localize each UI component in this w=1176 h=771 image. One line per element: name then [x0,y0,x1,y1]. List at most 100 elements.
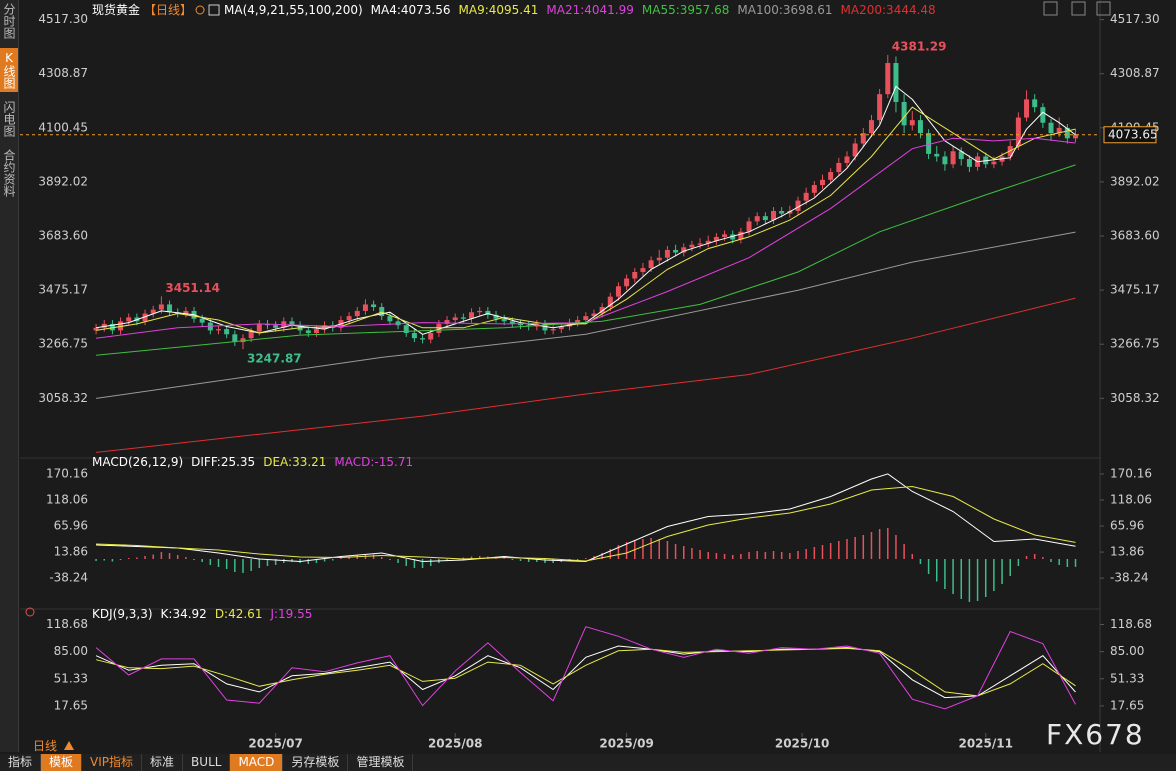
toolbar-tab[interactable]: VIP指标 [82,754,143,771]
candle-body [273,325,279,328]
candle-body [477,310,483,313]
period-selector[interactable]: 日线 [33,739,58,753]
toolbar-tab[interactable]: 另存模板 [283,754,349,771]
y-tick-label: 3266.75 [38,337,88,351]
legend-entry: DEA:33.21 [263,455,326,469]
legend-entry: 【日线】 [144,3,192,17]
candle-body [722,234,728,237]
y-tick-label: 51.33 [54,671,88,685]
y-tick-label: 3892.02 [1110,174,1160,188]
legend-entry: KDJ(9,3,3) [92,607,153,621]
indicator-line [95,647,1076,697]
candle-body [109,323,115,331]
candle-body [452,317,458,321]
y-tick-label: 118.68 [46,617,88,631]
y-tick-label: 118.06 [1110,492,1152,506]
toolbar-tab[interactable]: 指标 [0,754,42,771]
candle-body [428,332,434,340]
candle-body [158,304,164,310]
indicator-line [96,297,1076,453]
candle-body [232,334,238,343]
y-tick-label: 85.00 [54,644,88,658]
y-tick-label: -38.24 [49,571,88,585]
window-icon[interactable] [1096,1,1111,16]
candle-body [934,153,940,157]
toolbar-tab[interactable]: MACD [230,754,284,771]
y-tick-label: 13.86 [54,545,88,559]
toolbar-tab[interactable]: 标准 [142,754,184,771]
legend-entry: MA(4,9,21,55,100,200) [224,3,363,17]
candle-body [607,296,613,308]
side-tab[interactable]: 闪电图 [2,101,16,137]
candle-body [877,94,883,121]
toolbar-tab[interactable]: BULL [183,754,231,771]
candle-body [542,323,548,331]
legend-entry: MA55:3957.68 [642,3,730,17]
candle-body [224,329,230,335]
candle-body [305,330,311,333]
candle-body [183,310,189,314]
panel-header: KDJ(9,3,3) K:34.92 D:42.61 J:19.55 [92,607,312,621]
legend-entry: MA21:4041.99 [546,3,634,17]
candle-body [942,156,948,165]
y-tick-label: 3475.17 [1110,283,1160,297]
side-tab[interactable]: K线图 [0,48,18,92]
candle-body [640,268,646,272]
indicator-line [95,626,1076,710]
candle-body [1064,127,1070,139]
candle-body [346,316,352,321]
candle-body [101,323,107,328]
candle-body [493,314,499,319]
price-annotation: 3451.14 [165,281,220,295]
y-tick-label: 4308.87 [38,66,88,80]
side-tab[interactable]: 合约资料 [2,149,16,197]
candle-body [860,133,866,144]
candle-body [624,278,630,287]
legend-entry: J:19.55 [269,607,312,621]
candle-body [852,143,858,157]
candle-body [387,316,393,322]
candle-body [746,221,752,232]
candle-body [615,286,621,297]
candle-body [379,307,385,317]
toolbar-tab[interactable]: 管理模板 [348,754,414,771]
sidebar: 分时图 K线图 闪电图 合约资料 [0,0,19,752]
add-icon[interactable] [195,5,205,15]
period-arrow[interactable] [64,741,74,750]
indicator-line [96,231,1076,399]
candle-body [444,320,450,324]
candle-body [803,192,809,201]
candle-body [150,309,156,314]
x-tick-label: 2025/11 [958,737,1012,751]
indicator-line [96,106,1076,334]
candle-body [762,216,768,221]
window-icon[interactable] [1071,1,1086,16]
candle-body [1040,107,1046,123]
y-tick-label: 3058.32 [38,391,88,405]
y-tick-label: 3266.75 [1110,337,1160,351]
candle-body [313,329,319,333]
candle-body [240,338,246,343]
y-tick-label: 65.96 [54,519,88,533]
side-tab[interactable]: 分时图 [2,3,16,39]
y-tick-label: 17.65 [1110,698,1144,712]
candle-body [689,244,695,248]
legend-entry: D:42.61 [215,607,263,621]
legend-entry: 现货黄金 [92,2,140,17]
candle-body [420,338,426,340]
candle-body [248,331,254,339]
y-tick-label: 170.16 [46,466,88,480]
candle-body [1048,122,1054,134]
y-tick-label: 4517.30 [1110,12,1160,26]
indicator-icon[interactable] [25,607,35,617]
candle-body [371,304,377,308]
legend-entry: DIFF:25.35 [191,455,255,469]
window-icon[interactable] [1043,1,1058,16]
candle-body [216,329,222,331]
legend-entry: MA9:4095.41 [459,3,539,17]
candle-body [591,313,597,317]
y-tick-label: 118.68 [1110,617,1152,631]
toolbar-tab[interactable]: 模板 [41,754,83,771]
